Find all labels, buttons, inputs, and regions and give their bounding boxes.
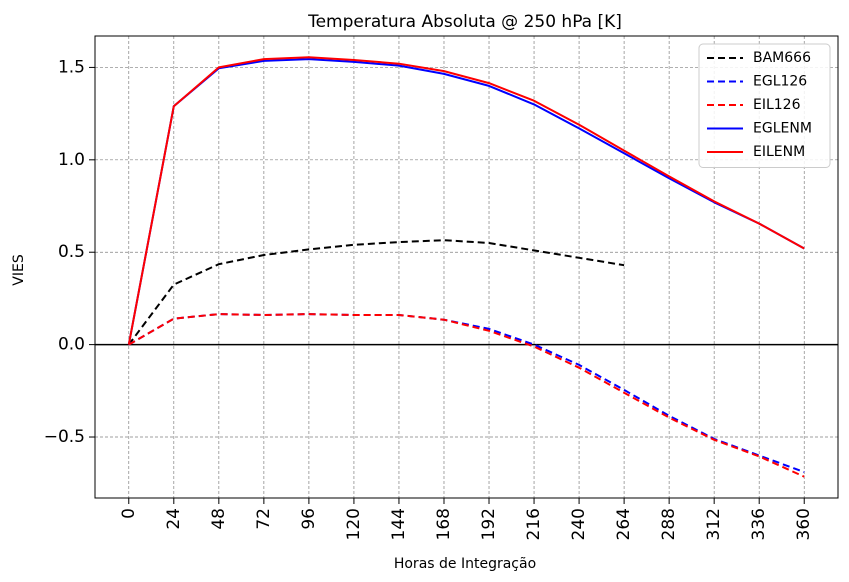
series-line-eilenm [127, 56, 805, 345]
y-tick-label: 1.5 [58, 57, 85, 77]
legend-label: EGL126 [753, 74, 807, 90]
x-tick-label: 240 [569, 508, 589, 540]
x-tick-label: 288 [659, 508, 679, 540]
series-line-eil126 [128, 313, 805, 478]
chart-title: Temperatura Absoluta @ 250 hPa [K] [307, 12, 622, 32]
x-tick-label: 96 [299, 508, 319, 530]
x-tick-label: 216 [524, 508, 544, 540]
x-tick-label: 144 [389, 508, 409, 540]
x-tick-label: 24 [164, 508, 184, 530]
y-tick-label: −0.5 [44, 427, 85, 447]
series-group [127, 56, 805, 478]
series-line-bam666 [128, 239, 625, 346]
x-tick-label: 192 [479, 508, 499, 540]
x-tick-label: 168 [434, 508, 454, 540]
series-line-eglenm [127, 58, 805, 345]
legend-label: EILENM [753, 144, 805, 160]
x-tick-label: 336 [749, 508, 769, 540]
y-axis-label: VIES [11, 254, 27, 286]
x-tick-label: 48 [209, 508, 229, 530]
x-tick-label: 312 [704, 508, 724, 540]
x-tick-label: 360 [794, 508, 814, 540]
series-line-egl126 [128, 313, 805, 474]
plot-frame [94, 35, 839, 499]
x-tick-label: 264 [614, 508, 634, 540]
x-axis-label: Horas de Integração [394, 556, 536, 572]
x-tick-label: 120 [344, 508, 364, 540]
y-tick-label: 0.5 [58, 242, 85, 262]
legend-box [698, 43, 831, 168]
legend-label: EGLENM [753, 121, 812, 137]
x-tick-label: 72 [254, 508, 274, 530]
y-tick-label: 1.0 [58, 150, 85, 170]
y-axis-ticks: −0.5 0.0 0.5 1.0 1.5 [44, 57, 95, 447]
legend: BAM666 EGL126 EIL126 EGLENM EILENM [698, 43, 831, 168]
legend-label: EIL126 [753, 97, 801, 113]
x-axis-ticks: 0 24 48 72 96 120 144 168 192 216 240 264 288 312 336 3… [119, 498, 814, 540]
legend-label: BAM666 [753, 50, 811, 66]
x-tick-label: 0 [119, 508, 139, 519]
y-tick-label: 0.0 [58, 335, 85, 355]
